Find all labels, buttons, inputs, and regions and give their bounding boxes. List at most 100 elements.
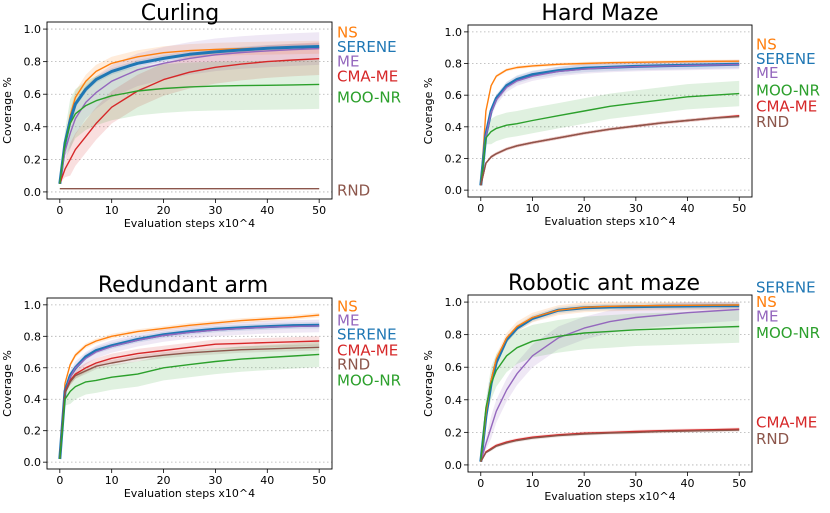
series-line-moo-nr xyxy=(59,83,320,184)
y-tick-label: 0.2 xyxy=(445,426,463,439)
y-tick-label: 0.4 xyxy=(445,121,463,134)
x-tick-label: 50 xyxy=(732,477,746,490)
legend-label-rnd: RND xyxy=(337,356,370,374)
band-moo-nr xyxy=(59,341,320,459)
legend-label-cma-me: CMA-ME xyxy=(337,67,398,85)
x-tick-label: 50 xyxy=(732,202,746,215)
x-tick-label: 20 xyxy=(157,204,171,217)
band-me xyxy=(59,32,320,184)
x-axis-label: Evaluation steps x10^4 xyxy=(124,487,255,500)
plot-frame xyxy=(46,297,333,470)
y-tick-label: 0.0 xyxy=(445,459,463,472)
x-axis-label: Evaluation steps x10^4 xyxy=(124,217,255,230)
x-tick-label: 50 xyxy=(312,204,326,217)
series-line-me xyxy=(480,63,740,186)
chart-hard-maze: Hard Maze 0.0 0.2 0.4 0.6 0.8 1.0 0 10 20 30 40 50 Ev… xyxy=(422,1,820,228)
x-tick-label: 20 xyxy=(157,474,171,487)
legend-label-cma-me: CMA-ME xyxy=(337,341,398,359)
y-tick-label: 0.8 xyxy=(445,329,463,342)
y-tick-label: 0.4 xyxy=(24,393,42,406)
legend-label-serene: SERENE xyxy=(337,38,397,56)
x-tick-label: 0 xyxy=(56,474,63,487)
series-line-ns xyxy=(480,60,740,186)
legend-label-moo-nr: MOO-NR xyxy=(337,88,401,106)
series-line-moo-nr xyxy=(59,353,320,460)
series-line-ns xyxy=(59,314,320,460)
y-tick-label: 1.0 xyxy=(24,23,42,36)
y-axis-label: Coverage % xyxy=(422,350,435,417)
legend-label-ns: NS xyxy=(337,297,358,315)
x-tick-label: 40 xyxy=(681,477,695,490)
y-tick-label: 0.6 xyxy=(445,89,463,102)
y-tick-label: 0.0 xyxy=(445,184,463,197)
x-tick-label: 0 xyxy=(56,204,63,217)
legend-label-me: ME xyxy=(337,53,359,71)
legend-label-moo-nr: MOO-NR xyxy=(756,324,820,342)
series-line-rnd xyxy=(480,115,740,186)
x-tick-label: 10 xyxy=(105,474,119,487)
band-me xyxy=(480,302,740,462)
y-tick-label: 0.2 xyxy=(24,153,42,166)
y-tick-label: 0.6 xyxy=(24,88,42,101)
series-line-rnd xyxy=(480,429,740,463)
chart-robotic-ant-maze: Robotic ant maze 0.0 0.2 0.4 0.6 0.8 1.0 0 10 20 3… xyxy=(422,271,820,503)
legend-label-rnd: RND xyxy=(337,181,370,199)
x-axis-label: Evaluation steps x10^4 xyxy=(544,490,675,503)
x-tick-label: 20 xyxy=(577,477,591,490)
legend-label-serene: SERENE xyxy=(756,50,816,68)
x-tick-label: 30 xyxy=(629,477,643,490)
plot-frame xyxy=(46,21,333,200)
y-tick-label: 0.4 xyxy=(24,121,42,134)
y-tick-label: 0.2 xyxy=(24,425,42,438)
series-line-me xyxy=(59,325,320,460)
x-tick-label: 30 xyxy=(208,204,222,217)
legend-label-ns: NS xyxy=(756,36,777,54)
x-tick-label: 30 xyxy=(629,202,643,215)
x-tick-label: 40 xyxy=(260,474,274,487)
legend-label-me: ME xyxy=(337,312,359,330)
series-line-moo-nr xyxy=(480,92,740,186)
x-tick-label: 10 xyxy=(525,202,539,215)
legend-label-me: ME xyxy=(756,64,778,82)
x-tick-label: 50 xyxy=(312,474,326,487)
legend-label-rnd: RND xyxy=(756,113,789,131)
y-tick-label: 1.0 xyxy=(445,296,463,309)
series-line-serene xyxy=(58,45,320,184)
y-axis-label: Coverage % xyxy=(1,77,14,144)
y-tick-label: 0.2 xyxy=(445,152,463,165)
series-line-me xyxy=(480,308,740,462)
chart-title: Robotic ant maze xyxy=(508,271,700,296)
legend-label-rnd: RND xyxy=(756,430,789,448)
x-tick-label: 10 xyxy=(525,477,539,490)
x-axis-label: Evaluation steps x10^4 xyxy=(544,215,675,228)
x-tick-label: 20 xyxy=(577,202,591,215)
y-tick-label: 1.0 xyxy=(445,26,463,39)
y-tick-label: 0.6 xyxy=(445,361,463,374)
legend-label-cma-me: CMA-ME xyxy=(756,97,817,115)
x-tick-label: 30 xyxy=(208,474,222,487)
series-line-rnd xyxy=(59,346,320,460)
band-moo-nr xyxy=(480,310,740,462)
chart-redundant-arm: Redundant arm 0.0 0.2 0.4 0.6 0.8 1.0 0 10 20 30 40… xyxy=(1,273,401,500)
y-tick-label: 0.0 xyxy=(24,456,42,469)
x-tick-label: 0 xyxy=(477,477,484,490)
y-axis-label: Coverage % xyxy=(1,350,14,417)
band-cma-me xyxy=(480,114,740,186)
legend-label-cma-me: CMA-ME xyxy=(756,414,817,432)
x-tick-label: 40 xyxy=(260,204,274,217)
series-line-ns xyxy=(480,304,740,462)
y-tick-label: 0.8 xyxy=(24,56,42,69)
band-moo-nr xyxy=(59,60,320,184)
legend-label-moo-nr: MOO-NR xyxy=(756,81,820,99)
legend-label-serene: SERENE xyxy=(337,326,397,344)
chart-title: Redundant arm xyxy=(98,273,268,298)
band-cma-me xyxy=(59,42,320,184)
series-line-cma-me xyxy=(59,340,320,460)
series-line-me xyxy=(59,47,320,184)
legend-label-serene: SERENE xyxy=(756,278,816,296)
series-line-moo-nr xyxy=(480,325,740,462)
y-tick-label: 1.0 xyxy=(24,299,42,312)
y-tick-label: 0.6 xyxy=(24,362,42,375)
